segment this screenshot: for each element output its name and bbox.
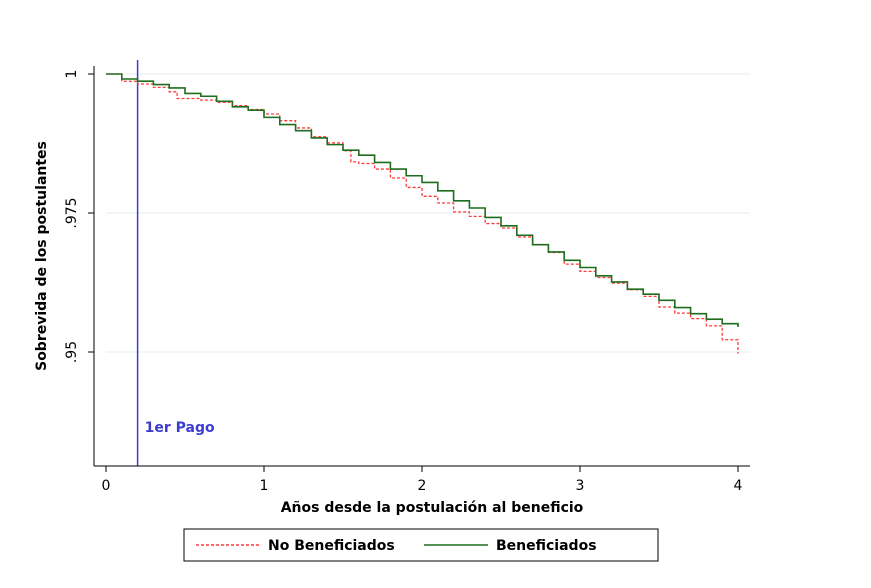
- y-tick-label-0: .95: [64, 341, 80, 363]
- y-tick-label-1: .975: [64, 197, 80, 228]
- series-lines: [106, 73, 739, 354]
- legend-label-0: No Beneficiados: [268, 538, 395, 554]
- series-line-no-beneficiados: [106, 73, 739, 354]
- first-payment-label: 1er Pago: [145, 420, 215, 436]
- series-line-beneficiados: [106, 73, 739, 327]
- y-tick-label-2: 1: [64, 70, 80, 79]
- first-payment-marker: 1er Pago: [136, 60, 215, 466]
- x-tick-label-4: 4: [734, 478, 743, 494]
- axes: .95 .975 1 0 1 2 3 4 Años desde la postulación a…: [34, 66, 750, 516]
- y-axis-title: Sobrevida de los postulantes: [34, 141, 50, 371]
- legend: No Beneficiados Beneficiados: [183, 528, 659, 562]
- legend-label-1: Beneficiados: [496, 538, 597, 554]
- grid-lines: [106, 73, 750, 353]
- x-tick-label-2: 2: [418, 478, 427, 494]
- x-axis-title: Años desde la postulación al beneficio: [281, 500, 584, 516]
- x-tick-label-0: 0: [102, 478, 111, 494]
- x-tick-label-3: 3: [576, 478, 585, 494]
- x-tick-label-1: 1: [260, 478, 269, 494]
- legend-box: [183, 528, 659, 562]
